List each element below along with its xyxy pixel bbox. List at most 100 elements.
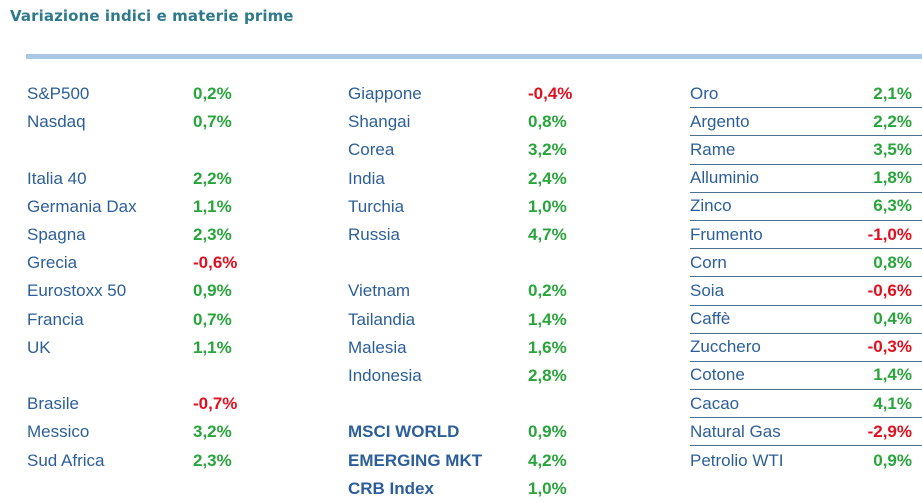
row-change-value: 2,2% <box>873 111 912 131</box>
row-label: Cacao <box>690 393 740 413</box>
row-label: Giappone <box>348 84 422 104</box>
table-row: Cotone 1,4% <box>690 362 922 391</box>
row-label: Brasile <box>27 394 79 414</box>
table-row: Sud Africa 2,3% <box>27 446 257 474</box>
table-row: India 2,4% <box>348 165 588 193</box>
row-label: Spagna <box>27 225 86 245</box>
table-row: Russia 4,7% <box>348 221 588 249</box>
row-change-value: 0,9% <box>873 450 912 470</box>
row-change-value: 0,8% <box>873 252 912 272</box>
row-change-value: 2,4% <box>528 168 567 188</box>
row-label: Germania Dax <box>27 196 137 216</box>
row-change-value: 4,1% <box>873 393 912 413</box>
row-label: Frumento <box>690 224 763 244</box>
table-row: Zinco 6,3% <box>690 193 922 221</box>
row-label: CRB Index <box>348 478 434 498</box>
row-label: Zucchero <box>690 337 761 357</box>
table-row: Argento 2,2% <box>690 108 922 137</box>
table-row: Cacao 4,1% <box>690 390 922 419</box>
row-change-value: 1,6% <box>528 337 567 357</box>
table-row: Soia -0,6% <box>690 277 922 306</box>
table-row: Rame 3,5% <box>690 136 922 165</box>
table-row: Grecia -0,6% <box>27 249 257 277</box>
table-row: Vietnam 0,2% <box>348 277 588 305</box>
row-change-value: 2,8% <box>528 365 567 385</box>
row-label: Francia <box>27 309 84 329</box>
row-label: Nasdaq <box>27 112 86 132</box>
table-row: Indonesia 2,8% <box>348 362 588 390</box>
row-change-value: 2,3% <box>193 450 232 470</box>
row-change-value: 0,4% <box>873 309 912 329</box>
row-change-value: 0,9% <box>193 281 232 301</box>
row-label: Petrolio WTI <box>690 450 784 470</box>
row-label: Argento <box>690 111 750 131</box>
row-label: UK <box>27 337 51 357</box>
row-spacer <box>348 390 588 418</box>
row-change-value: -0,6% <box>193 253 238 273</box>
row-change-value: 0,8% <box>528 112 567 132</box>
table-row: Eurostoxx 50 0,9% <box>27 277 257 305</box>
row-change-value: -0,3% <box>867 337 912 357</box>
row-label: Natural Gas <box>690 421 781 441</box>
column-commodities: Oro 2,1% Argento 2,2% Rame 3,5% Alluminio 1,8% Z… <box>690 80 922 475</box>
row-change-value: 1,4% <box>528 309 567 329</box>
row-change-value: 2,1% <box>873 83 912 103</box>
table-row: Nasdaq 0,7% <box>27 108 257 136</box>
row-label: Indonesia <box>348 365 422 385</box>
table-row: Tailandia 1,4% <box>348 306 588 334</box>
row-label: Malesia <box>348 337 407 357</box>
table-row: Petrolio WTI 0,9% <box>690 446 922 474</box>
row-label: Cotone <box>690 365 745 385</box>
row-change-value: 3,2% <box>193 422 232 442</box>
table-row: Corea 3,2% <box>348 136 588 164</box>
row-label: India <box>348 168 385 188</box>
row-label: Sud Africa <box>27 450 105 470</box>
column-asia-indices: Giappone -0,4% Shangai 0,8% Corea 3,2% India 2,… <box>348 80 588 503</box>
row-change-value: 1,0% <box>528 478 567 498</box>
table-row: Turchia 1,0% <box>348 193 588 221</box>
row-label: Corea <box>348 140 395 160</box>
row-spacer <box>348 249 588 277</box>
table-row: Giappone -0,4% <box>348 80 588 108</box>
row-change-value: 0,9% <box>528 422 567 442</box>
row-label: Tailandia <box>348 309 416 329</box>
row-change-value: 4,2% <box>528 450 567 470</box>
row-change-value: 4,7% <box>528 225 567 245</box>
table-row: Messico 3,2% <box>27 418 257 446</box>
row-label: Grecia <box>27 253 78 273</box>
table-row: MSCI WORLD 0,9% <box>348 418 588 446</box>
row-spacer <box>27 136 257 164</box>
row-change-value: 6,3% <box>873 196 912 216</box>
row-change-value: -0,7% <box>193 394 238 414</box>
row-change-value: -2,9% <box>867 421 912 441</box>
row-label: Alluminio <box>690 168 759 188</box>
row-label: Turchia <box>348 196 405 216</box>
table-row: Shangai 0,8% <box>348 108 588 136</box>
table-row: Frumento -1,0% <box>690 221 922 250</box>
row-label: S&P500 <box>27 84 90 104</box>
row-change-value: -0,4% <box>528 84 573 104</box>
row-change-value: -1,0% <box>867 224 912 244</box>
table-row: CRB Index 1,0% <box>348 475 588 503</box>
table-row: Spagna 2,3% <box>27 221 257 249</box>
row-label: EMERGING MKT <box>348 450 483 470</box>
table-row: Corn 0,8% <box>690 249 922 278</box>
table-row: EMERGING MKT 4,2% <box>348 446 588 474</box>
table-row: Caffè 0,4% <box>690 306 922 334</box>
row-label: Vietnam <box>348 281 411 301</box>
row-change-value: 1,1% <box>193 196 232 216</box>
row-label: Zinco <box>690 196 732 216</box>
table-row: Italia 40 2,2% <box>27 165 257 193</box>
table-row: Malesia 1,6% <box>348 334 588 362</box>
row-label: MSCI WORLD <box>348 422 460 442</box>
table-row: S&P500 0,2% <box>27 80 257 108</box>
row-change-value: 2,3% <box>193 225 232 245</box>
row-label: Italia 40 <box>27 168 87 188</box>
table-row: Natural Gas -2,9% <box>690 418 922 447</box>
table-row: Germania Dax 1,1% <box>27 193 257 221</box>
row-label: Rame <box>690 139 736 159</box>
row-label: Corn <box>690 252 727 272</box>
row-change-value: 3,2% <box>528 140 567 160</box>
row-change-value: 1,0% <box>528 196 567 216</box>
table-row: UK 1,1% <box>27 334 257 362</box>
